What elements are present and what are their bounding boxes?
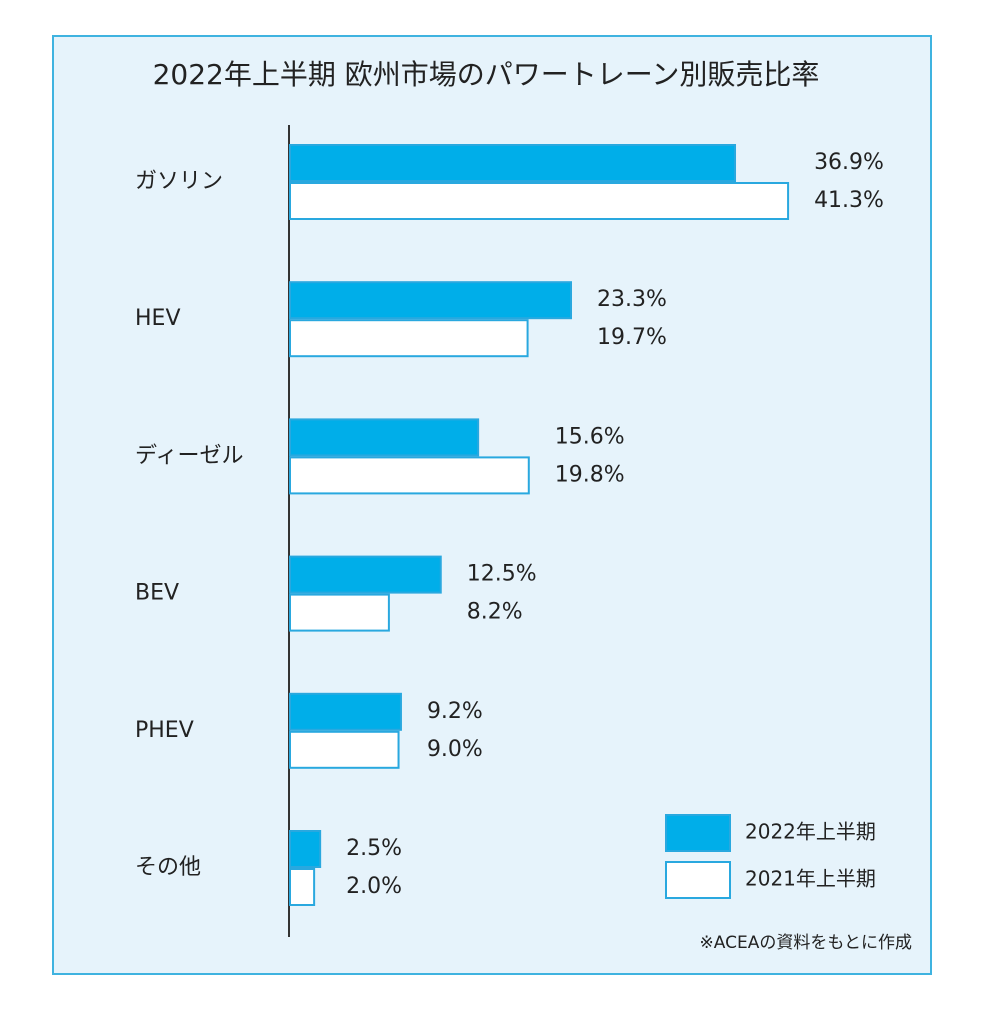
y-tick-label: その他 xyxy=(135,855,201,880)
bar xyxy=(289,418,480,457)
bar xyxy=(289,456,530,495)
data-label: 8.2% xyxy=(467,600,523,625)
bar xyxy=(289,692,402,731)
data-label: 19.8% xyxy=(555,462,625,487)
data-label: 23.3% xyxy=(597,287,667,312)
bar xyxy=(289,555,442,594)
data-label: 9.2% xyxy=(427,699,483,724)
bar xyxy=(289,281,572,320)
bar xyxy=(289,182,790,220)
legend-swatch xyxy=(665,814,731,852)
legend-swatch xyxy=(665,861,731,899)
bar xyxy=(289,868,316,906)
data-label: 2.0% xyxy=(346,874,402,899)
bar xyxy=(289,144,737,182)
y-tick-label: ガソリン xyxy=(135,169,223,194)
chart-title: 2022年上半期 欧州市場のパワートレーン別販売比率 xyxy=(153,58,820,91)
data-label: 15.6% xyxy=(555,424,625,449)
data-label: 41.3% xyxy=(814,188,884,213)
bar xyxy=(289,319,529,358)
data-label: 9.0% xyxy=(427,737,483,762)
note: ※ACEAの資料をもとに作成 xyxy=(700,933,912,953)
bar xyxy=(289,730,400,769)
data-label: 36.9% xyxy=(814,150,884,175)
data-label: 2.5% xyxy=(346,836,402,861)
legend-label: 2021年上半期 xyxy=(745,867,876,891)
data-label: 12.5% xyxy=(467,562,537,587)
data-label: 19.7% xyxy=(597,325,667,350)
bar xyxy=(289,830,322,868)
y-tick-label: HEV xyxy=(135,306,181,331)
y-tick-label: PHEV xyxy=(135,718,194,743)
y-tick-label: BEV xyxy=(135,581,179,606)
bar xyxy=(289,593,390,632)
legend-label: 2022年上半期 xyxy=(745,820,876,844)
y-tick-label: ディーゼル xyxy=(135,443,243,468)
